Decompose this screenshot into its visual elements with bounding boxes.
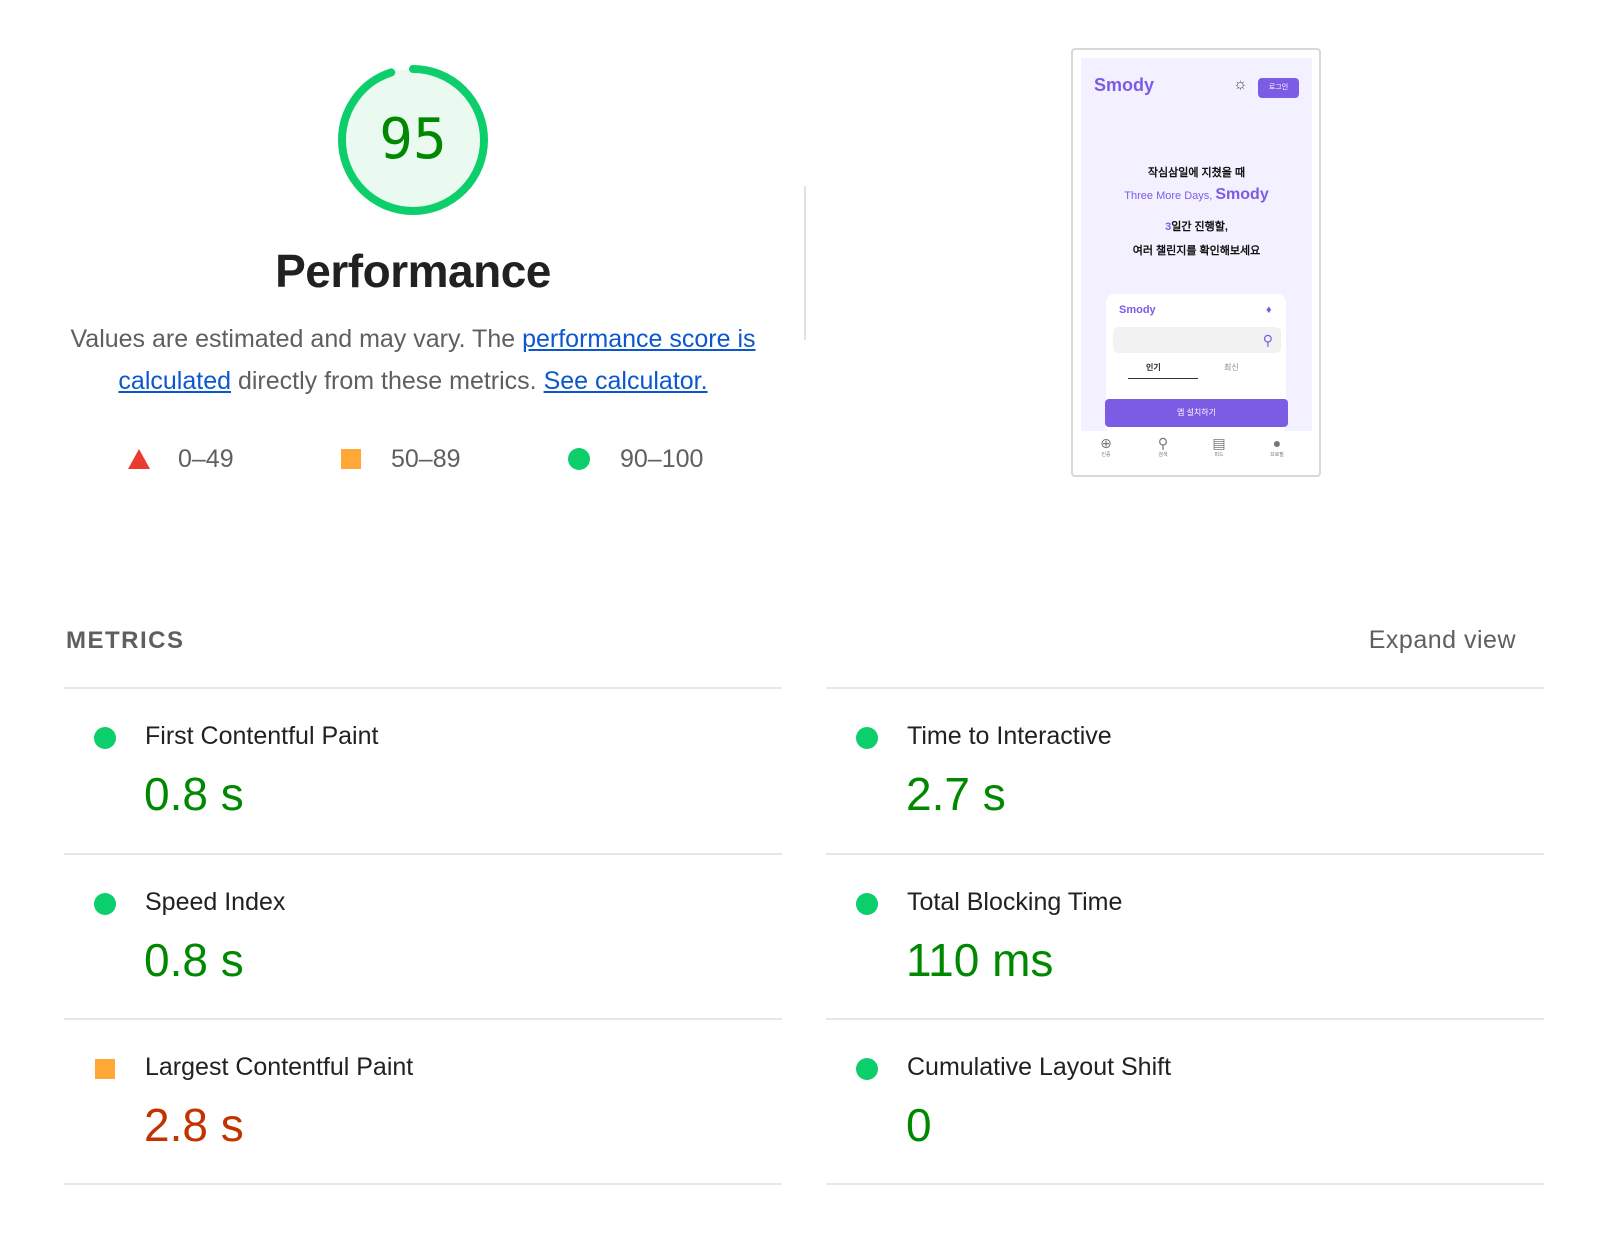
metric-value: 110 ms: [906, 934, 1054, 986]
screenshot-install-button: 앱 설치하기: [1105, 399, 1288, 427]
pass-circle-icon: [856, 893, 878, 915]
metrics-heading: METRICS: [66, 627, 185, 654]
category-title: Performance: [275, 245, 551, 297]
screenshot-login-button: 로그인: [1258, 78, 1299, 98]
metric-value: 0.8 s: [144, 934, 244, 986]
metrics-divider: [826, 1183, 1544, 1185]
legend-item-average: 50–89: [341, 443, 461, 475]
pass-circle-icon: [856, 1058, 878, 1080]
fail-triangle-icon: [128, 449, 150, 469]
metric-title: Speed Index: [145, 888, 286, 916]
metrics-divider: [64, 1018, 782, 1020]
nav-label-search: 검색: [1158, 452, 1168, 458]
legend-item-fail: 0–49: [128, 443, 234, 475]
nav-item-profile: ● 프로필: [1262, 435, 1292, 459]
bell-icon: ♦: [1266, 304, 1272, 316]
metric-title: Total Blocking Time: [907, 888, 1123, 916]
screenshot-page: Smody ☼ 로그인 작심삼일에 지쳤을 때 Three More Days,…: [1081, 58, 1312, 468]
search-icon: ⚲: [1262, 332, 1273, 348]
pass-circle-icon: [94, 727, 116, 749]
feed-icon: ▤: [1212, 435, 1226, 451]
sun-icon: ☼: [1233, 76, 1248, 93]
profile-icon: ●: [1272, 435, 1282, 451]
metric-time-to-interactive: Time to Interactive 2.7 s: [826, 689, 1544, 854]
screenshot-logo: Smody: [1094, 75, 1155, 95]
performance-score-value: 95: [379, 107, 447, 172]
legend-item-pass: 90–100: [568, 443, 703, 475]
legend-range-pass: 90–100: [620, 444, 704, 473]
metric-value: 0: [906, 1099, 932, 1151]
hero-smody-brand: Smody: [1215, 186, 1269, 203]
description-text-middle: directly from these metrics.: [231, 367, 544, 395]
metric-largest-contentful-paint: Largest Contentful Paint 2.8 s: [64, 1020, 782, 1185]
screenshot-bottom-nav: ⊕ 인증 ⚲ 검색 ▤ 피드 ● 프로필: [1081, 431, 1312, 468]
card-tab-underline: [1128, 378, 1198, 379]
metrics-divider: [64, 687, 782, 689]
metrics-divider: [64, 1183, 782, 1185]
card-tab-latest: 최신: [1224, 363, 1239, 372]
search-icon: ⚲: [1157, 435, 1169, 451]
hero-three-more-days: Three More Days,: [1124, 190, 1216, 202]
legend-range-average: 50–89: [391, 444, 461, 473]
metric-title: First Contentful Paint: [145, 722, 379, 750]
nav-label-profile: 프로필: [1270, 452, 1284, 458]
metric-total-blocking-time: Total Blocking Time 110 ms: [826, 855, 1544, 1020]
metrics-divider: [64, 853, 782, 855]
final-screenshot-thumbnail[interactable]: Smody ☼ 로그인 작심삼일에 지쳤을 때 Three More Days,…: [1071, 48, 1321, 477]
average-square-icon: [341, 449, 361, 469]
metric-value: 0.8 s: [144, 768, 244, 820]
nav-item-certify: ⊕ 인증: [1091, 435, 1121, 459]
screenshot-hero-line2: Three More Days, Smody: [1081, 186, 1312, 204]
nav-item-feed: ▤ 피드: [1204, 435, 1234, 459]
pass-circle-icon: [856, 727, 878, 749]
metric-speed-index: Speed Index 0.8 s: [64, 855, 782, 1020]
metrics-divider: [826, 687, 1544, 689]
metric-value: 2.7 s: [906, 768, 1006, 820]
nav-label-certify: 인증: [1101, 452, 1111, 458]
nav-label-feed: 피드: [1214, 452, 1224, 458]
metric-value: 2.8 s: [144, 1099, 244, 1151]
metrics-divider: [826, 1018, 1544, 1020]
score-description: Values are estimated and may vary. The p…: [70, 318, 756, 402]
plus-circle-icon: ⊕: [1100, 435, 1112, 451]
metric-cumulative-layout-shift: Cumulative Layout Shift 0: [826, 1020, 1544, 1185]
expand-view-toggle[interactable]: Expand view: [1368, 626, 1516, 654]
vertical-divider: [804, 186, 806, 340]
description-text-before: Values are estimated and may vary. The: [70, 325, 523, 353]
gauge-ring: [338, 65, 488, 215]
metric-title: Largest Contentful Paint: [145, 1053, 414, 1081]
pass-circle-icon: [94, 893, 116, 915]
pass-circle-icon: [568, 448, 590, 470]
card-tab-popular: 인기: [1146, 363, 1161, 372]
metrics-divider: [826, 853, 1544, 855]
screenshot-hero-line3: 3일간 진행할,: [1081, 218, 1312, 234]
metric-title: Time to Interactive: [907, 722, 1112, 750]
hero-line3-rest: 일간 진행할,: [1171, 221, 1228, 233]
performance-score-gauge: 95: [336, 63, 490, 217]
card-search-bar: ⚲: [1113, 327, 1281, 353]
screenshot-hero-line4: 여러 챌린지를 확인해보세요: [1132, 245, 1261, 257]
card-logo: Smody: [1119, 304, 1156, 316]
average-square-icon: [95, 1059, 115, 1079]
see-calculator-link[interactable]: See calculator.: [543, 367, 708, 395]
screenshot-hero-line1: 작심삼일에 지쳤을 때: [1147, 167, 1246, 179]
hero-three-number: 3: [1165, 221, 1172, 233]
metric-title: Cumulative Layout Shift: [907, 1053, 1172, 1081]
metric-first-contentful-paint: First Contentful Paint 0.8 s: [64, 689, 782, 854]
nav-item-search: ⚲ 검색: [1148, 435, 1178, 459]
performance-score-link[interactable]: performance score is calculated: [118, 325, 756, 395]
score-legend: 0–49 50–89 90–100: [0, 443, 826, 475]
legend-range-fail: 0–49: [178, 444, 234, 473]
